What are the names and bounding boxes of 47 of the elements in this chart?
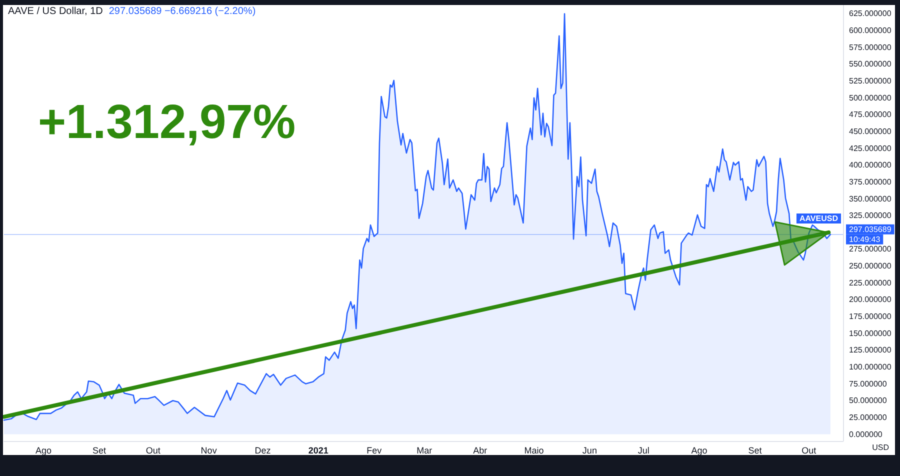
y-tick-label: 600.000000 xyxy=(849,26,892,36)
y-tick-label: 425.000000 xyxy=(849,144,892,153)
x-tick-label: Out xyxy=(146,446,161,456)
y-tick-label: 400.000000 xyxy=(849,160,892,170)
y-tick-label: 175.000000 xyxy=(849,312,892,322)
x-tick-label: 2021 xyxy=(308,446,328,456)
y-tick-label: 350.000000 xyxy=(849,194,892,204)
x-tick-label: Dez xyxy=(254,446,272,456)
x-tick-label: Fev xyxy=(366,446,382,456)
y-tick-label: 275.000000 xyxy=(849,244,892,254)
x-tick-label: Ago xyxy=(691,446,708,456)
x-tick-label: Mar xyxy=(416,446,432,456)
chart-title: AAVE / US Dollar, 1D xyxy=(8,6,103,17)
y-tick-label: 125.000000 xyxy=(849,346,892,355)
y-tick-label: 325.000000 xyxy=(849,211,892,220)
x-tick-label: Nov xyxy=(200,446,218,456)
y-tick-label: 100.000000 xyxy=(849,362,892,372)
y-tick-label: 575.000000 xyxy=(849,42,892,52)
y-tick-label: 550.000000 xyxy=(849,60,892,69)
y-axis-title: USD xyxy=(872,443,889,453)
x-tick-label: Jul xyxy=(638,446,650,456)
y-tick-label: 450.000000 xyxy=(849,126,892,136)
series-label: AAVEUSD xyxy=(799,214,838,223)
y-tick-label: 625.000000 xyxy=(849,9,892,18)
x-tick-label: Set xyxy=(748,446,762,456)
x-tick-label: Jun xyxy=(582,446,597,456)
y-tick-label: 525.000000 xyxy=(849,76,892,86)
y-tick-label: 225.000000 xyxy=(849,278,892,288)
chart-subtitle: 297.035689 −6.669216 (−2.20%) xyxy=(108,6,256,17)
annotation: +1.312,97% xyxy=(38,95,296,151)
ref-line-label: 297.035689 xyxy=(849,224,892,234)
y-tick-label: 25.000000 xyxy=(849,412,888,422)
x-tick-label: Out xyxy=(802,446,817,456)
y-tick-label: 75.000000 xyxy=(849,379,888,388)
y-tick-label: 475.000000 xyxy=(849,110,892,120)
y-tick-label: 200.000000 xyxy=(849,295,892,304)
y-tick-label: 50.000000 xyxy=(849,396,888,406)
annotation: 10:49:43 xyxy=(849,234,881,244)
y-tick-label: 500.000000 xyxy=(849,93,892,102)
x-tick-label: Abr xyxy=(473,446,488,456)
y-tick-label: 0.000000 xyxy=(849,430,883,439)
y-tick-label: 375.000000 xyxy=(849,177,892,186)
y-tick-label: 150.000000 xyxy=(849,328,892,338)
x-tick-label: Ago xyxy=(36,446,52,456)
x-tick-label: Maio xyxy=(524,446,544,456)
x-tick-label: Set xyxy=(92,446,106,456)
y-tick-label: 250.000000 xyxy=(849,262,892,271)
